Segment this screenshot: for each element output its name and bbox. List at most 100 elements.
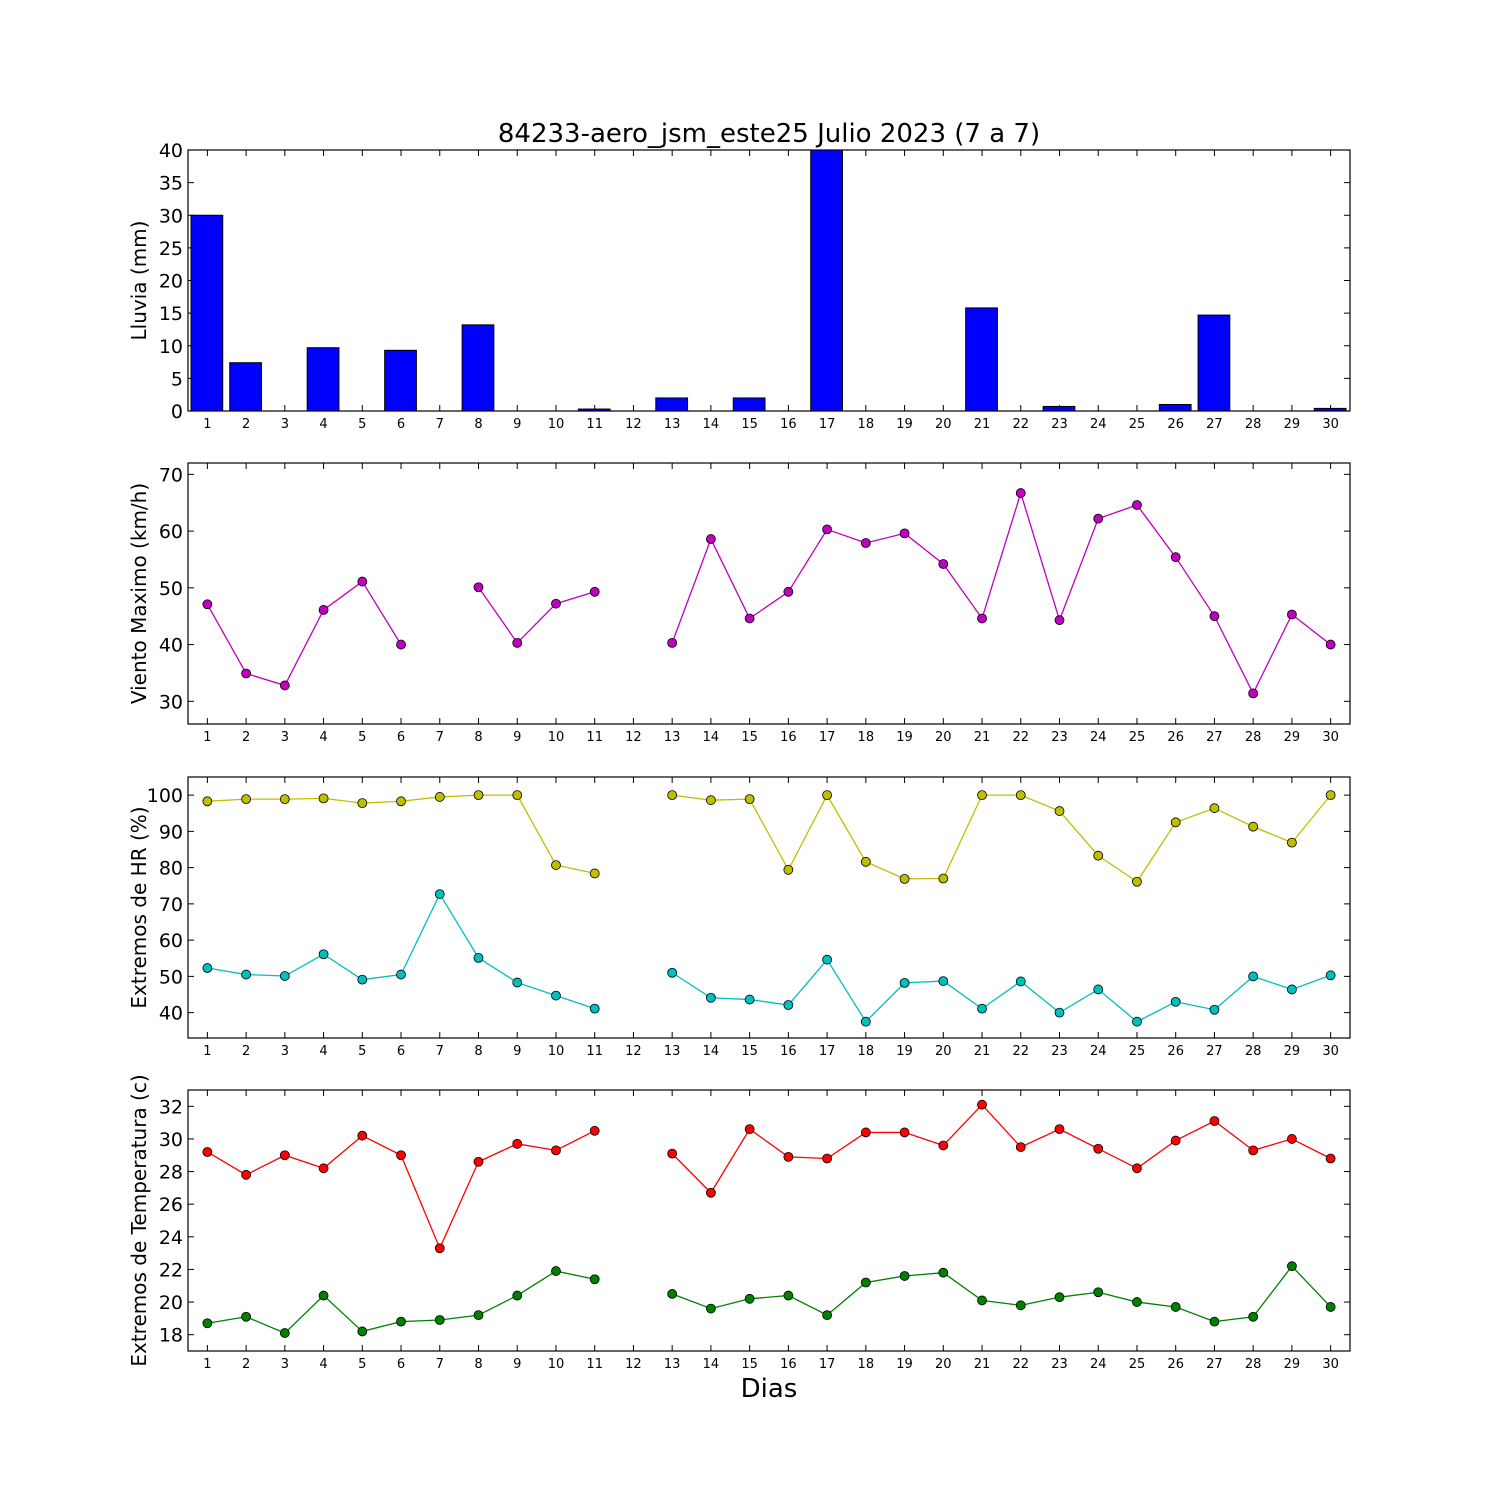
x-tick-label: 10 xyxy=(548,1357,565,1372)
data-point xyxy=(241,1311,252,1322)
data-point xyxy=(279,680,290,691)
data-point xyxy=(938,976,949,986)
x-tick-label: 19 xyxy=(896,730,913,745)
x-tick-label: 19 xyxy=(896,1357,913,1372)
data-point xyxy=(512,1138,523,1149)
data-point xyxy=(512,1290,523,1301)
x-tick-label: 9 xyxy=(513,1044,521,1059)
series-line xyxy=(207,794,595,875)
data-point xyxy=(551,860,561,870)
x-tick-label: 24 xyxy=(1090,730,1107,745)
x-tick-label: 16 xyxy=(780,730,797,745)
data-point xyxy=(744,1124,755,1135)
data-point xyxy=(241,969,252,980)
y-tick-label: 20 xyxy=(159,1292,183,1314)
data-point xyxy=(241,1169,252,1180)
x-tick-label: 7 xyxy=(436,1357,444,1372)
x-tick-label: 2 xyxy=(242,1357,250,1372)
x-tick-label: 24 xyxy=(1090,417,1107,432)
y-tick-label: 30 xyxy=(159,1129,183,1151)
x-tick-label: 8 xyxy=(474,1357,482,1372)
x-tick-label: 13 xyxy=(664,1357,681,1372)
x-tick-label: 13 xyxy=(664,417,681,432)
x-tick-label: 17 xyxy=(819,730,836,745)
x-tick-label: 30 xyxy=(1322,1044,1339,1059)
data-point xyxy=(1248,821,1259,832)
x-tick-label: 22 xyxy=(1012,1044,1029,1059)
y-tick-label: 15 xyxy=(159,303,183,325)
y-tick-label: 60 xyxy=(159,930,183,952)
data-point xyxy=(783,1151,794,1162)
data-point xyxy=(279,1150,290,1161)
x-tick-label: 21 xyxy=(974,1044,991,1059)
x-tick-label: 6 xyxy=(397,417,405,432)
x-tick-label: 8 xyxy=(474,1044,482,1059)
x-tick-label: 22 xyxy=(1012,730,1029,745)
data-point xyxy=(706,1187,716,1198)
data-point xyxy=(1248,1311,1259,1322)
x-tick-label: 3 xyxy=(281,417,289,432)
data-point xyxy=(860,1127,871,1138)
x-tick-label: 23 xyxy=(1051,730,1068,745)
x-tick-label: 4 xyxy=(319,417,327,432)
data-point xyxy=(822,790,832,801)
data-point xyxy=(1054,1124,1065,1135)
y-tick-label: 70 xyxy=(159,464,183,486)
data-point xyxy=(1015,790,1026,801)
plot-frame xyxy=(187,462,1351,725)
y-tick-label: 30 xyxy=(159,205,183,227)
rain-bar xyxy=(655,397,689,412)
data-point xyxy=(977,1099,987,1110)
data-point xyxy=(512,637,523,648)
data-point xyxy=(512,790,523,801)
series-line xyxy=(477,586,595,644)
data-point xyxy=(938,873,949,884)
y-tick-label: 60 xyxy=(159,521,183,543)
data-point xyxy=(977,790,987,801)
y-tick-label: 30 xyxy=(159,691,183,713)
x-tick-label: 27 xyxy=(1206,1357,1223,1372)
x-tick-label: 2 xyxy=(242,417,250,432)
data-point xyxy=(279,971,290,981)
data-point xyxy=(473,582,484,593)
data-point xyxy=(1287,984,1297,995)
x-tick-label: 4 xyxy=(319,730,327,745)
data-point xyxy=(1287,1134,1297,1144)
x-tick-label: 4 xyxy=(319,1044,327,1059)
rain-bar xyxy=(229,362,262,412)
x-tick-label: 27 xyxy=(1206,730,1223,745)
x-tick-label: 13 xyxy=(664,730,681,745)
x-tick-label: 20 xyxy=(935,1357,952,1372)
data-point xyxy=(1015,1142,1026,1152)
data-point xyxy=(860,1277,871,1288)
data-point xyxy=(1093,1287,1104,1298)
data-point xyxy=(667,790,678,801)
x-tick-label: 18 xyxy=(858,1357,875,1372)
x-tick-label: 15 xyxy=(741,417,758,432)
data-point xyxy=(860,1016,871,1027)
series-line xyxy=(671,1103,1331,1194)
x-tick-label: 15 xyxy=(741,730,758,745)
x-tick-label: 1 xyxy=(203,417,211,432)
data-point xyxy=(202,1147,213,1157)
data-point xyxy=(938,559,949,569)
data-point xyxy=(318,1163,329,1174)
data-point xyxy=(899,528,910,539)
x-tick-label: 29 xyxy=(1284,1044,1301,1059)
data-point xyxy=(279,1328,290,1338)
x-tick-label: 14 xyxy=(703,417,720,432)
y-tick-label: 0 xyxy=(171,401,183,423)
x-tick-label: 25 xyxy=(1129,417,1146,432)
y-tick-label: 22 xyxy=(159,1259,183,1281)
data-point xyxy=(977,1295,987,1306)
data-point xyxy=(473,1156,484,1167)
data-point xyxy=(241,794,252,805)
data-point xyxy=(783,864,794,875)
data-point xyxy=(434,792,445,802)
x-tick-label: 22 xyxy=(1012,1357,1029,1372)
rain-bar xyxy=(1042,405,1076,412)
